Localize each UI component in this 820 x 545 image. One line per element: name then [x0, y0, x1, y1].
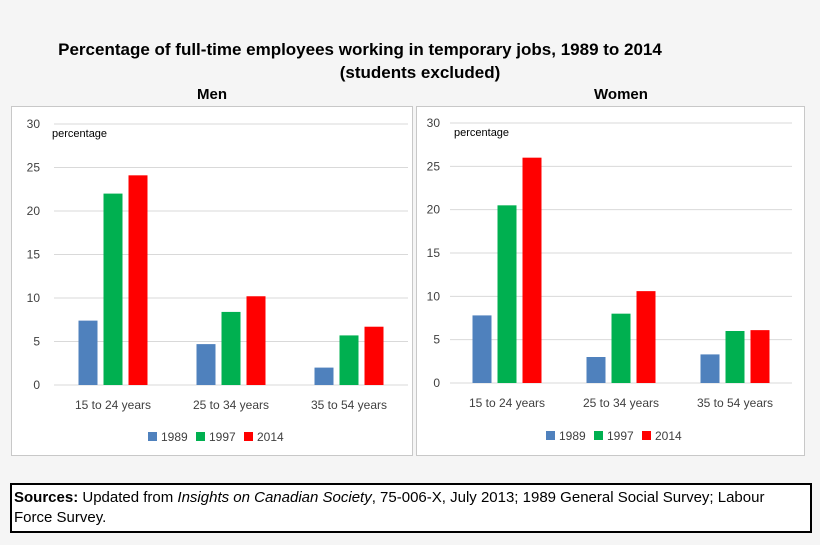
men-panel-title: Men	[197, 86, 227, 103]
women-legend-swatch-2014	[642, 431, 651, 440]
women-chart-panel: 0 5 10 15 20 25 30 percentage 15 to 24 years 25 t…	[416, 106, 805, 456]
women-bar-2014-2	[636, 291, 656, 383]
men-y-tick-label: 0	[33, 378, 40, 392]
women-panel-title: Women	[594, 86, 648, 103]
sources-publication: Insights on Canadian Society	[177, 489, 372, 506]
men-y-tick-label: 5	[33, 335, 40, 349]
men-bar-2014-1	[128, 175, 148, 385]
women-legend-swatch-1989	[546, 431, 555, 440]
women-bar-1997-2	[611, 313, 631, 383]
women-legend-label-1997: 1997	[607, 429, 634, 443]
women-category-label: 15 to 24 years	[469, 396, 545, 410]
women-bar-2014-3	[750, 330, 770, 383]
women-y-tick-label: 30	[427, 116, 441, 130]
sources-text-after: , 75-006-X, July 2013; 1989 General Soci…	[14, 489, 765, 526]
men-legend-label-1997: 1997	[209, 430, 236, 444]
women-y-tick-label: 15	[427, 246, 441, 260]
men-y-tick-label: 25	[27, 161, 41, 175]
men-y-tick-label: 15	[27, 248, 41, 262]
men-y-tick-label: 10	[27, 291, 41, 305]
men-bar-2014-3	[364, 326, 384, 385]
men-legend-swatch-1997	[196, 432, 205, 441]
women-bar-chart: 0 5 10 15 20 25 30 percentage 15 to 24 years 25 t…	[427, 116, 792, 443]
women-category-label: 25 to 34 years	[583, 396, 659, 410]
women-y-tick-label: 0	[433, 376, 440, 390]
women-y-tick-label: 20	[427, 203, 441, 217]
women-bar-1989-2	[586, 357, 606, 383]
men-category-label: 25 to 34 years	[193, 398, 269, 412]
men-category-label: 15 to 24 years	[75, 398, 151, 412]
sources-text-before: Updated from	[78, 489, 178, 506]
men-bar-1989-1	[78, 320, 98, 385]
women-legend-swatch-1997	[594, 431, 603, 440]
men-bar-2014-2	[246, 296, 266, 385]
main-title-line-1: Percentage of full-time employees workin…	[58, 40, 662, 59]
men-bar-1989-3	[314, 367, 334, 385]
men-bar-1989-2	[196, 344, 216, 385]
men-y-axis-label: percentage	[52, 128, 107, 140]
men-bar-1997-2	[221, 311, 241, 385]
women-y-tick-label: 10	[427, 289, 441, 303]
main-title-line-2: (students excluded)	[339, 63, 501, 82]
sources-label: Sources:	[14, 489, 79, 506]
men-bar-1997-1	[103, 193, 123, 385]
women-bar-1997-3	[725, 331, 745, 383]
men-bar-1997-3	[339, 335, 359, 385]
women-bar-2014-1	[522, 157, 542, 383]
men-y-tick-label: 20	[27, 204, 41, 218]
women-bar-1997-1	[497, 205, 517, 383]
men-y-tick-label: 30	[27, 117, 41, 131]
women-bar-1989-1	[472, 315, 492, 383]
women-bar-1989-3	[700, 354, 720, 383]
men-legend-swatch-2014	[244, 432, 253, 441]
men-legend-label-2014: 2014	[257, 430, 284, 444]
men-bar-chart: 0 5 10 15 20 25 30 percentage 15 to 24 years 25 t…	[27, 117, 408, 444]
women-legend-label-1989: 1989	[559, 429, 586, 443]
women-y-tick-label: 5	[433, 333, 440, 347]
men-legend-swatch-1989	[148, 432, 157, 441]
women-category-label: 35 to 54 years	[697, 396, 773, 410]
women-legend-label-2014: 2014	[655, 429, 682, 443]
men-legend-label-1989: 1989	[161, 430, 188, 444]
men-category-label: 35 to 54 years	[311, 398, 387, 412]
women-y-tick-label: 25	[427, 159, 441, 173]
chart-main-title: Percentage of full-time employees workin…	[0, 38, 820, 84]
women-y-axis-label: percentage	[454, 127, 509, 139]
sources-note: Sources: Updated from Insights on Canadi…	[10, 483, 812, 533]
men-chart-panel: 0 5 10 15 20 25 30 percentage 15 to 24 years 25 t…	[11, 106, 413, 456]
